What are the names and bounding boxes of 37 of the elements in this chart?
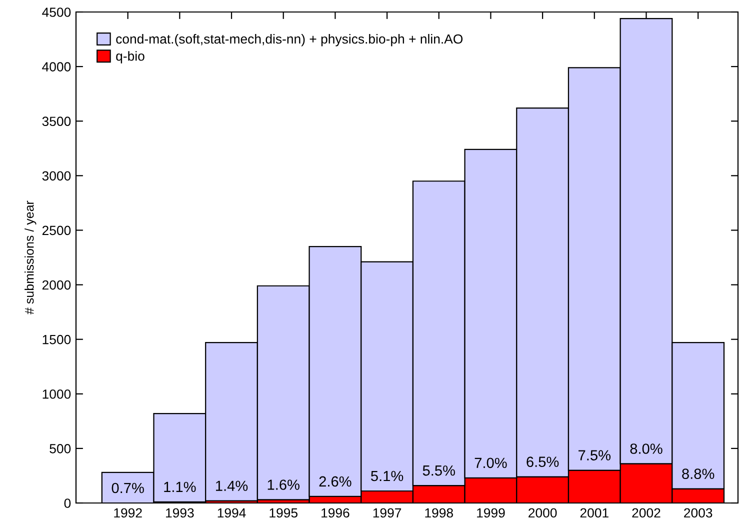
y-tick-label: 2000 <box>42 280 71 290</box>
annotation: 1.4% <box>216 480 248 491</box>
annotation: 2.6% <box>319 476 352 487</box>
x-tick-label: 2000 <box>528 508 557 518</box>
y-tick-label: 3000 <box>42 171 71 181</box>
annotation: 7.5% <box>578 450 611 460</box>
y-tick-label: 0 <box>64 498 71 508</box>
y-axis-title: # submissions / year <box>24 200 36 314</box>
annotation: 5.5% <box>422 465 455 476</box>
y-tick-label: 1500 <box>42 334 71 344</box>
x-tick-label: 1999 <box>477 508 505 518</box>
y-tick-label: 2500 <box>42 226 71 236</box>
legend-label: q-bio <box>116 51 144 64</box>
x-tick-label: 1992 <box>114 508 142 518</box>
x-tick-label: 1996 <box>322 508 350 518</box>
annotation: 8.0% <box>630 444 662 454</box>
x-tick-label: 1993 <box>166 508 194 518</box>
x-tick-label: 1998 <box>425 508 453 518</box>
annotation: 0.7% <box>112 482 144 494</box>
x-tick-label: 1995 <box>270 508 298 518</box>
legend-label: cond-mat.(soft,stat-mech,dis-nn) + physics.bio-ph + nlin.AO <box>116 34 463 46</box>
y-tick-label: 4500 <box>42 8 71 17</box>
annotation: 1.1% <box>164 482 196 492</box>
annotation: 7.0% <box>474 458 507 468</box>
y-tick-label: 500 <box>50 444 71 454</box>
x-tick-label: 2001 <box>580 508 608 518</box>
annotation: 8.8% <box>682 468 714 479</box>
annotation: 6.5% <box>526 456 559 467</box>
annotation: 5.1% <box>371 470 404 482</box>
y-tick-label: 4000 <box>42 62 71 72</box>
x-tick-label: 2002 <box>632 508 660 518</box>
x-tick-label: 1994 <box>218 508 246 518</box>
y-tick-label: 1000 <box>42 389 71 399</box>
y-tick-label: 3500 <box>42 116 71 126</box>
x-tick-label: 1997 <box>373 508 402 518</box>
annotation: 1.6% <box>268 480 300 490</box>
x-tick-label: 2003 <box>684 508 712 518</box>
